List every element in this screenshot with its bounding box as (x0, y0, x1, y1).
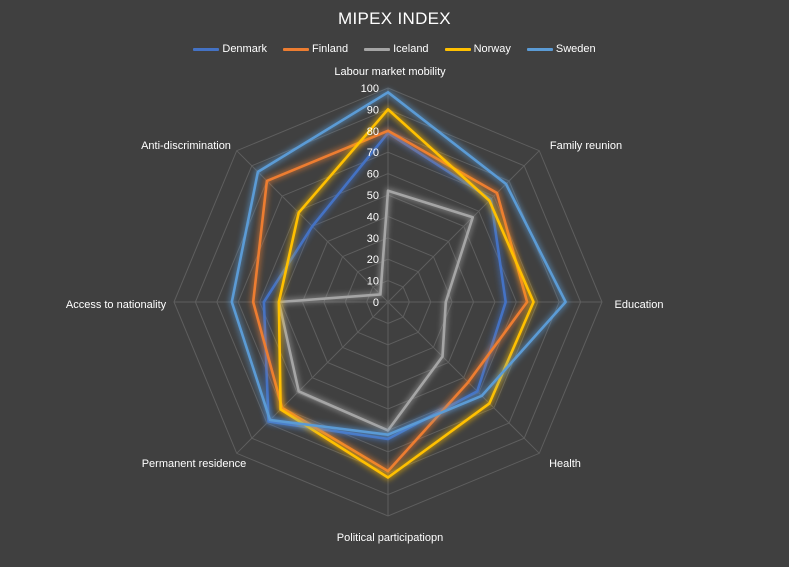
axis-category-label: Labour market mobility (334, 66, 446, 78)
axis-category-label: Health (549, 458, 581, 470)
legend: Denmark Finland Iceland Norway Sweden (0, 43, 789, 55)
legend-item: Sweden (526, 43, 596, 55)
legend-swatch (193, 47, 220, 51)
axis-category-label: Permanent residence (142, 458, 247, 470)
axis-category-label: Access to nationality (66, 299, 167, 311)
legend-swatch (283, 47, 309, 51)
grid-spoke (387, 150, 540, 303)
grid-spoke (387, 301, 540, 454)
tick-label: 90 (367, 104, 379, 116)
legend-label: Norway (473, 43, 511, 55)
series-line (277, 189, 475, 432)
series-line (251, 129, 529, 473)
tick-label: 0 (373, 297, 379, 309)
legend-item: Iceland (364, 43, 429, 55)
axis-category-label: Education (615, 299, 664, 311)
series-line (230, 91, 567, 437)
axis-category-label: Anti-discrimination (141, 140, 231, 152)
legend-item: Norway (444, 43, 511, 55)
tick-label: 80 (367, 126, 379, 138)
series-line (277, 108, 535, 479)
legend-item: Denmark (193, 43, 267, 55)
legend-swatch (364, 47, 391, 51)
legend-label: Finland (312, 43, 349, 55)
axis-category-label: Family reunion (550, 140, 622, 152)
tick-label: 100 (361, 83, 379, 95)
chart-title: MIPEX INDEX (338, 9, 451, 28)
series-line (262, 131, 508, 441)
legend-swatch (526, 47, 553, 51)
tick-label: 30 (367, 233, 379, 245)
grid-spoke (236, 301, 389, 454)
legend-label: Denmark (222, 43, 267, 55)
tick-label: 60 (367, 169, 379, 181)
axis-category-label: Political participatiopn (337, 532, 443, 544)
tick-label: 20 (367, 254, 379, 266)
legend-item: Finland (283, 43, 348, 55)
legend-swatch (444, 47, 471, 51)
legend-label: Sweden (555, 43, 596, 55)
legend-label: Iceland (393, 43, 429, 55)
tick-label: 50 (367, 190, 379, 202)
tick-label: 40 (367, 211, 379, 223)
tick-label: 70 (367, 147, 379, 159)
tick-label: 10 (367, 276, 379, 288)
